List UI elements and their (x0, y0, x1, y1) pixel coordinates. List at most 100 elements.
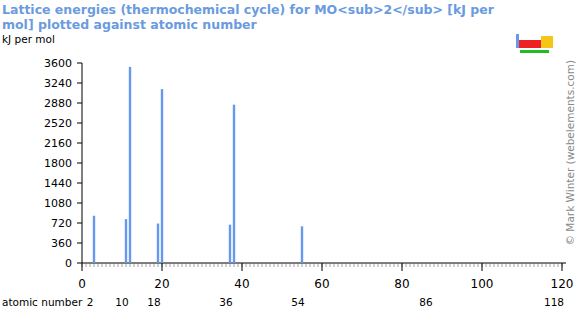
minor-x-tick (442, 263, 443, 267)
y-tick (77, 143, 82, 144)
minor-x-tick (126, 263, 127, 267)
minor-x-tick (426, 263, 427, 267)
minor-x-tick (370, 263, 371, 267)
x-axis (82, 263, 566, 264)
minor-x-tick (190, 263, 191, 267)
x-tick-label: 40 (234, 277, 249, 291)
minor-x-tick (534, 263, 535, 267)
minor-x-tick (434, 263, 435, 267)
minor-x-tick (462, 263, 463, 267)
x-tick (322, 263, 323, 271)
minor-x-tick (94, 263, 95, 267)
minor-x-tick (222, 263, 223, 267)
minor-x-tick (446, 263, 447, 267)
period-tick-label: 86 (419, 296, 433, 308)
minor-x-tick (318, 263, 319, 267)
x-tick-label: 20 (154, 277, 169, 291)
minor-x-tick (458, 263, 459, 267)
minor-x-tick (422, 263, 423, 267)
bar (129, 67, 131, 263)
y-tick-label: 1440 (44, 177, 72, 190)
minor-x-tick (230, 263, 231, 267)
minor-x-tick (526, 263, 527, 267)
minor-x-tick (218, 263, 219, 267)
minor-x-tick (530, 263, 531, 267)
minor-x-tick (326, 263, 327, 267)
minor-x-tick (246, 263, 247, 267)
minor-x-tick (302, 263, 303, 267)
y-tick-label: 2880 (44, 97, 72, 110)
x-label: atomic number (2, 296, 83, 308)
y-tick (77, 63, 82, 64)
minor-x-tick (390, 263, 391, 267)
minor-x-tick (194, 263, 195, 267)
minor-x-tick (118, 263, 119, 267)
minor-x-tick (386, 263, 387, 267)
minor-x-tick (430, 263, 431, 267)
minor-x-tick (330, 263, 331, 267)
period-tick-label: 54 (291, 296, 305, 308)
y-tick (77, 83, 82, 84)
minor-x-tick (506, 263, 507, 267)
x-tick (482, 263, 483, 271)
minor-x-tick (254, 263, 255, 267)
x-tick-label: 0 (78, 277, 86, 291)
minor-x-tick (186, 263, 187, 267)
minor-x-tick (210, 263, 211, 267)
y-label: kJ per mol (2, 33, 55, 45)
y-tick-label: 3600 (44, 57, 72, 70)
minor-x-tick (102, 263, 103, 267)
y-tick (77, 103, 82, 104)
minor-x-tick (274, 263, 275, 267)
bar (161, 89, 163, 263)
bar (125, 219, 127, 263)
bar (301, 226, 303, 263)
y-tick-label: 3240 (44, 77, 72, 90)
title-line: mol] plotted against atomic number (2, 17, 258, 32)
minor-x-tick (166, 263, 167, 267)
minor-x-tick (98, 263, 99, 267)
period-tick-label: 2 (87, 296, 94, 308)
minor-x-tick (354, 263, 355, 267)
minor-x-tick (214, 263, 215, 267)
minor-x-tick (522, 263, 523, 267)
minor-x-tick (342, 263, 343, 267)
minor-x-tick (346, 263, 347, 267)
x-tick-label: 80 (394, 277, 409, 291)
minor-x-tick (358, 263, 359, 267)
minor-x-tick (470, 263, 471, 267)
x-tick (562, 263, 563, 271)
minor-x-tick (350, 263, 351, 267)
minor-x-tick (494, 263, 495, 267)
minor-x-tick (498, 263, 499, 267)
y-tick-label: 360 (51, 237, 72, 250)
minor-x-tick (450, 263, 451, 267)
chart-svg: Lattice energies (thermochemical cycle) … (0, 0, 580, 315)
logo (516, 34, 519, 48)
period-tick-label: 18 (147, 296, 160, 308)
minor-x-tick (374, 263, 375, 267)
logo (541, 36, 553, 48)
period-tick-label: 118 (544, 296, 564, 308)
minor-x-tick (174, 263, 175, 267)
minor-x-tick (502, 263, 503, 267)
minor-x-tick (514, 263, 515, 267)
minor-x-tick (558, 263, 559, 267)
minor-x-tick (122, 263, 123, 267)
minor-x-tick (474, 263, 475, 267)
minor-x-tick (466, 263, 467, 267)
logo (520, 50, 549, 53)
minor-x-tick (90, 263, 91, 267)
x-tick (402, 263, 403, 271)
y-tick-label: 2160 (44, 137, 72, 150)
y-tick-label: 720 (51, 217, 72, 230)
minor-x-tick (382, 263, 383, 267)
minor-x-tick (294, 263, 295, 267)
minor-x-tick (282, 263, 283, 267)
minor-x-tick (378, 263, 379, 267)
title: Lattice energies (thermochemical cycle) … (2, 2, 495, 32)
minor-x-tick (114, 263, 115, 267)
bar (157, 224, 159, 263)
minor-x-tick (150, 263, 151, 267)
minor-x-tick (314, 263, 315, 267)
